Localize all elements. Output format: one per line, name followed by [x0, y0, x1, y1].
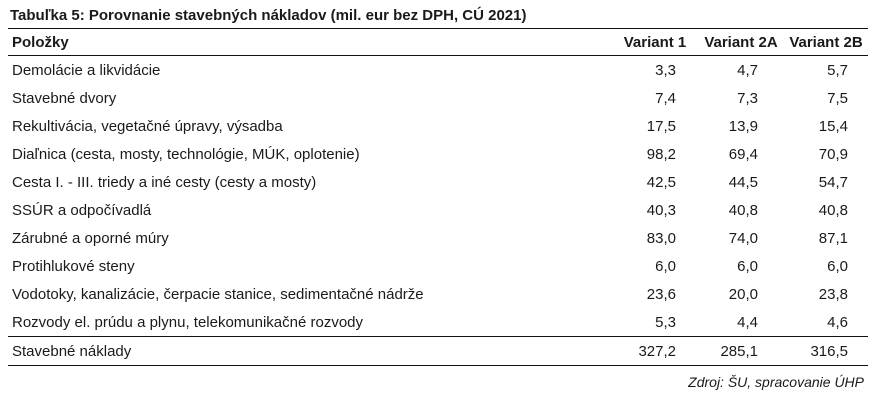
row-value-v2b: 4,6 [827, 313, 848, 331]
row-value-v1: 6,0 [655, 257, 676, 275]
total-value-v2a: 285,1 [698, 336, 784, 366]
row-value-v2b: 7,5 [827, 89, 848, 107]
row-value-v2b: 70,9 [818, 145, 848, 163]
row-label: Zárubné a oporné múry [12, 229, 169, 247]
row-label: Cesta I. - III. triedy a iné cesty (cest… [12, 173, 317, 191]
table-container: Tabuľka 5: Porovnanie stavebných náklado… [8, 6, 868, 390]
total-value-v1: 327,2 [612, 336, 698, 366]
total-value-v2b: 316,5 [784, 336, 868, 366]
table-row: Rozvody el. prúdu a plynu, telekomunikač… [8, 308, 868, 337]
row-value-v1: 40,3 [646, 201, 676, 219]
table-row: Diaľnica (cesta, mosty, technológie, MÚK… [8, 140, 868, 168]
row-label: Rekultivácia, vegetačné úpravy, výsadba [12, 117, 283, 135]
row-value-v2a: 4,7 [737, 61, 758, 79]
row-value-v1: 5,3 [655, 313, 676, 331]
header-variant-1: Variant 1 [612, 29, 698, 56]
total-row: Stavebné náklady 327,2 285,1 316,5 [8, 336, 868, 366]
row-value-v2b: 6,0 [827, 257, 848, 275]
table-row: SSÚR a odpočívadlá 40,3 40,8 40,8 [8, 196, 868, 224]
row-value-v2a: 20,0 [728, 285, 758, 303]
row-value-v2a: 6,0 [737, 257, 758, 275]
table-body: Demolácie a likvidácie 3,3 4,7 5,7 Stave… [8, 56, 868, 366]
row-value-v2a: 74,0 [728, 229, 758, 247]
row-label: SSÚR a odpočívadlá [12, 201, 152, 219]
header-items: Položky [8, 29, 612, 56]
row-value-v2a: 13,9 [728, 117, 758, 135]
table-row: Cesta I. - III. triedy a iné cesty (cest… [8, 168, 868, 196]
row-value-v2b: 87,1 [818, 229, 848, 247]
row-label: Stavebné dvory [12, 89, 117, 107]
table-row: Rekultivácia, vegetačné úpravy, výsadba … [8, 112, 868, 140]
row-value-v2a: 7,3 [737, 89, 758, 107]
row-value-v1: 7,4 [655, 89, 676, 107]
cost-table: Položky Variant 1 Variant 2A Variant 2B … [8, 29, 868, 366]
table-row: Protihlukové steny 6,0 6,0 6,0 [8, 252, 868, 280]
total-label: Stavebné náklady [8, 336, 612, 366]
row-value-v2b: 23,8 [818, 285, 848, 303]
row-value-v2a: 40,8 [728, 201, 758, 219]
table-row: Zárubné a oporné múry 83,0 74,0 87,1 [8, 224, 868, 252]
row-value-v1: 98,2 [646, 145, 676, 163]
table-row: Stavebné dvory 7,4 7,3 7,5 [8, 84, 868, 112]
row-label: Vodotoky, kanalizácie, čerpacie stanice,… [12, 285, 424, 303]
table-caption: Tabuľka 5: Porovnanie stavebných náklado… [8, 6, 868, 29]
row-value-v2b: 40,8 [818, 201, 848, 219]
row-value-v1: 42,5 [646, 173, 676, 191]
row-value-v2a: 44,5 [728, 173, 758, 191]
row-label: Rozvody el. prúdu a plynu, telekomunikač… [12, 313, 364, 331]
row-value-v1: 83,0 [646, 229, 676, 247]
row-value-v2b: 5,7 [827, 61, 848, 79]
table-row: Demolácie a likvidácie 3,3 4,7 5,7 [8, 56, 868, 85]
row-value-v2b: 54,7 [818, 173, 848, 191]
header-variant-2a: Variant 2A [698, 29, 784, 56]
row-label: Diaľnica (cesta, mosty, technológie, MÚK… [12, 145, 360, 163]
row-value-v2b: 15,4 [818, 117, 848, 135]
row-value-v2a: 4,4 [737, 313, 758, 331]
row-label: Demolácie a likvidácie [12, 61, 161, 79]
table-row: Vodotoky, kanalizácie, čerpacie stanice,… [8, 280, 868, 308]
source-note: Zdroj: ŠU, spracovanie ÚHP [688, 374, 864, 390]
row-value-v1: 3,3 [655, 61, 676, 79]
row-label: Protihlukové steny [12, 257, 135, 275]
row-value-v1: 17,5 [646, 117, 676, 135]
header-row: Položky Variant 1 Variant 2A Variant 2B [8, 29, 868, 56]
row-value-v1: 23,6 [646, 285, 676, 303]
header-variant-2b: Variant 2B [784, 29, 868, 56]
row-value-v2a: 69,4 [728, 145, 758, 163]
